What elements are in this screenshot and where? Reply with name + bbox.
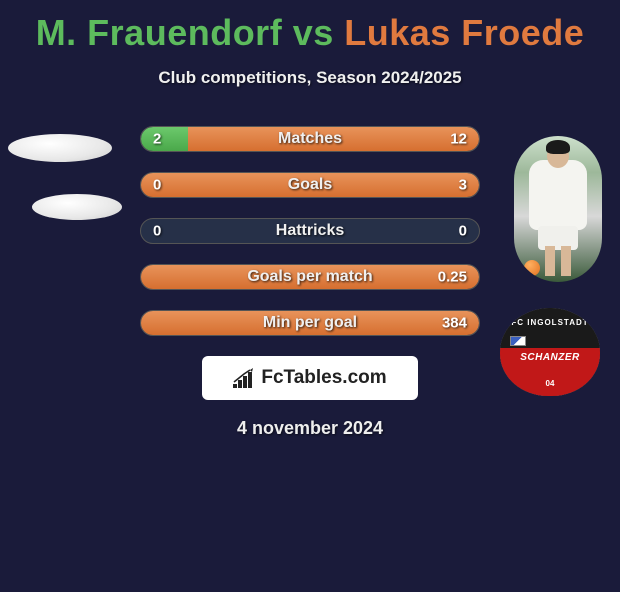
fctables-logo-icon [233,368,255,388]
stat-row: 2 Matches 12 [140,126,480,152]
stat-value-left: 2 [153,131,161,148]
comparison-title: M. Frauendorf vs Lukas Froede [0,12,620,54]
stat-value-right: 3 [459,177,467,194]
stat-fill-left [141,127,188,151]
site-badge: FcTables.com [202,356,418,400]
ellipse-icon [32,194,122,220]
stat-row: Goals per match 0.25 [140,264,480,290]
stat-row: 0 Goals 3 [140,172,480,198]
stat-value-right: 12 [450,131,467,148]
stat-value-left: 0 [153,223,161,240]
stat-label: Goals [288,176,332,194]
stat-label: Matches [278,130,342,148]
stat-value-right: 0 [459,223,467,240]
date-text: 4 november 2024 [0,418,620,439]
stat-label: Goals per match [247,268,372,286]
club-badge: FC INGOLSTADT SCHANZER 04 [500,308,600,396]
club-year: 04 [500,379,600,388]
site-name: FcTables.com [261,367,386,389]
stat-label: Hattricks [276,222,344,240]
player2-photo [514,136,602,282]
subtitle: Club competitions, Season 2024/2025 [0,68,620,88]
stat-value-left: 0 [153,177,161,194]
stat-row: 0 Hattricks 0 [140,218,480,244]
player1-name: M. Frauendorf [36,12,283,53]
flag-icon [510,336,526,346]
stat-value-right: 384 [442,315,467,332]
ellipse-icon [8,134,112,162]
player2-name: Lukas Froede [344,12,584,53]
player1-avatar-placeholder [8,134,122,252]
stat-label: Min per goal [263,314,357,332]
stat-row: Min per goal 384 [140,310,480,336]
stat-value-right: 0.25 [438,269,467,286]
club-name-line2: SCHANZER [500,352,600,363]
vs-text: vs [282,12,344,53]
club-name-line1: FC INGOLSTADT [500,318,600,327]
